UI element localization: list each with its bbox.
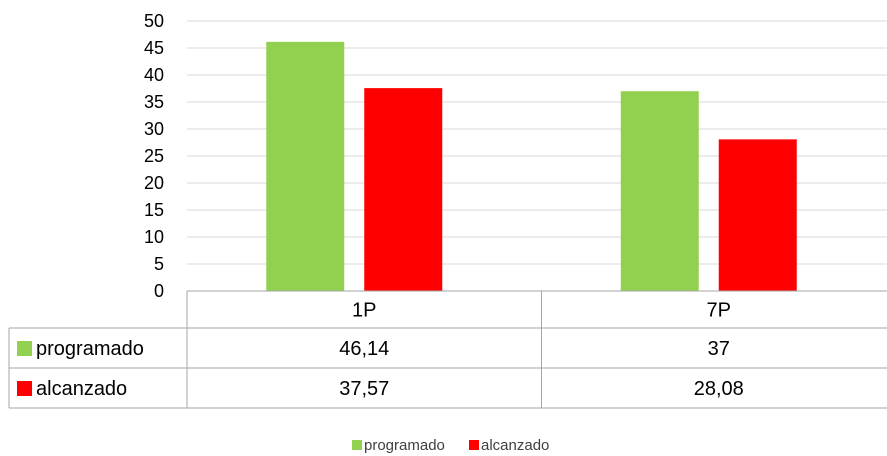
legend-label: alcanzado (481, 437, 549, 454)
y-tick-label: 15 (144, 200, 164, 220)
y-tick-label: 30 (144, 119, 164, 139)
bar-programado-7P (620, 91, 699, 291)
y-tick-label: 20 (144, 173, 164, 193)
legend-key-programado (352, 440, 362, 450)
data-label: 28,08 (694, 378, 744, 400)
bar-programado-1P (266, 41, 345, 292)
data-label: 37 (708, 338, 730, 360)
data-label: 46,14 (339, 338, 389, 360)
y-tick-label: 45 (144, 38, 164, 58)
bars (266, 41, 797, 292)
x-category-label: 7P (707, 300, 731, 322)
data-label: 37,57 (339, 378, 389, 400)
y-axis: 0 5 10 15 20 25 30 35 40 45 50 (144, 11, 164, 301)
y-tick-label: 10 (144, 227, 164, 247)
table-series-name: programado (36, 338, 144, 360)
legend-label: programado (364, 437, 445, 454)
table-legend-key-alcanzado (17, 381, 32, 396)
y-tick-label: 5 (154, 254, 164, 274)
bar-alcanzado-7P (718, 139, 797, 291)
y-tick-label: 40 (144, 65, 164, 85)
bar-alcanzado-1P (364, 88, 443, 291)
y-tick-label: 25 (144, 146, 164, 166)
data-table: 1P 7P programado 46,14 37 alcanzado 37,57 28,08 (8, 290, 887, 409)
legend: programado alcanzado (352, 437, 549, 454)
x-category-label: 1P (352, 300, 376, 322)
table-series-name: alcanzado (36, 378, 127, 400)
legend-key-alcanzado (469, 440, 479, 450)
y-tick-label: 35 (144, 92, 164, 112)
y-tick-label: 50 (144, 11, 164, 31)
y-tick-label: 0 (154, 281, 164, 301)
table-legend-key-programado (17, 341, 32, 356)
